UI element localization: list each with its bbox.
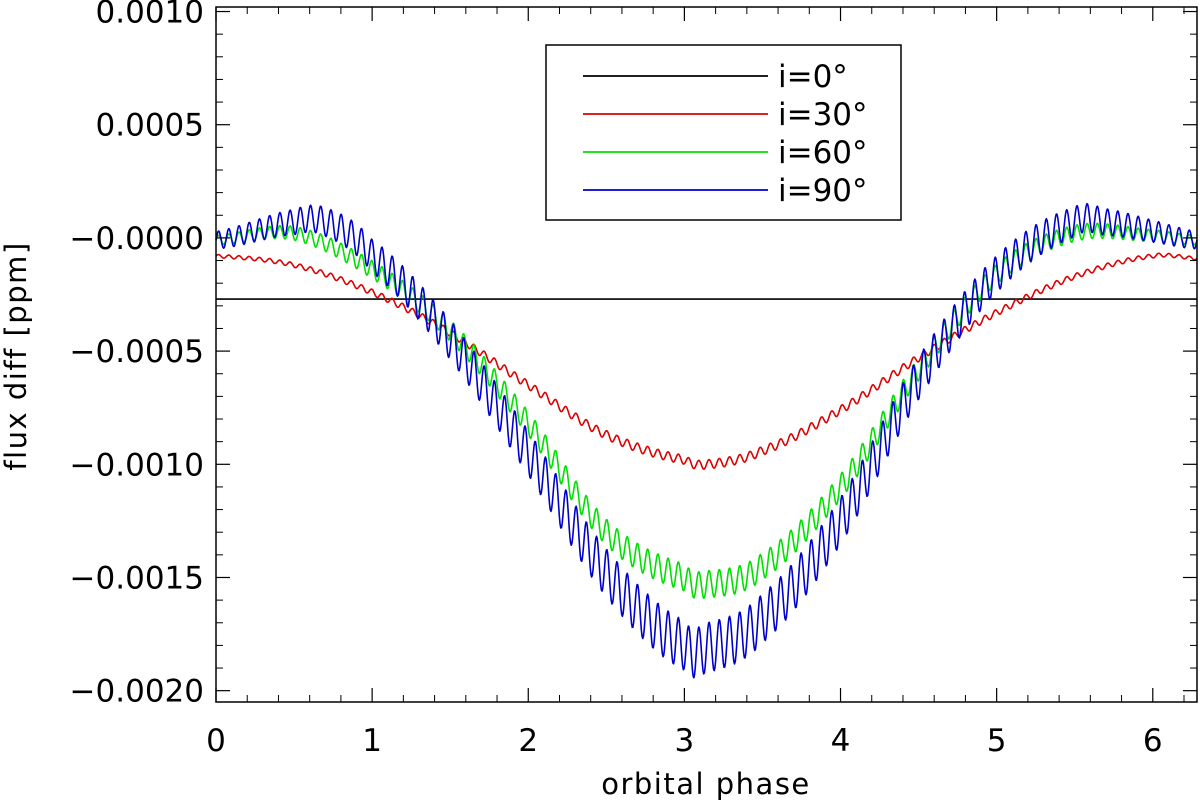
tick-labels-layer: 0 1 2 3 4 5 6 0.0010 0.0005 −0.0000 −0.0005 −0.0010… [70, 0, 1163, 759]
legend: i=0°i=30°i=60°i=90° [545, 44, 902, 221]
legend-label-2: i=60° [778, 135, 868, 171]
legend-label-3: i=90° [778, 173, 868, 209]
x-tick-label: 6 [1143, 723, 1163, 759]
x-tick-label: 4 [831, 723, 851, 759]
x-tick-label: 3 [675, 723, 695, 759]
legend-label-1: i=30° [778, 97, 868, 133]
series-line-1 [215, 252, 1198, 470]
ticks-layer [215, 7, 1197, 702]
y-tick-label: −0.0000 [70, 221, 204, 257]
x-tick-label: 0 [206, 723, 226, 759]
legend-label-0: i=0° [778, 59, 848, 95]
x-tick-label: 1 [362, 723, 382, 759]
x-tick-label: 5 [987, 723, 1007, 759]
x-tick-label: 2 [518, 723, 538, 759]
series-line-3 [215, 202, 1198, 679]
y-tick-label: 0.0010 [96, 0, 204, 31]
y-axis-label: flux diff [ppm] [0, 241, 33, 470]
y-tick-label: −0.0015 [70, 560, 204, 596]
series-layer [215, 202, 1198, 679]
plot-frame [215, 6, 1198, 703]
y-tick-label: 0.0005 [96, 108, 204, 144]
y-tick-label: −0.0005 [70, 334, 204, 370]
x-axis-label: orbital phase [601, 767, 811, 801]
y-tick-label: −0.0020 [70, 674, 204, 710]
y-tick-label: −0.0010 [70, 447, 204, 483]
